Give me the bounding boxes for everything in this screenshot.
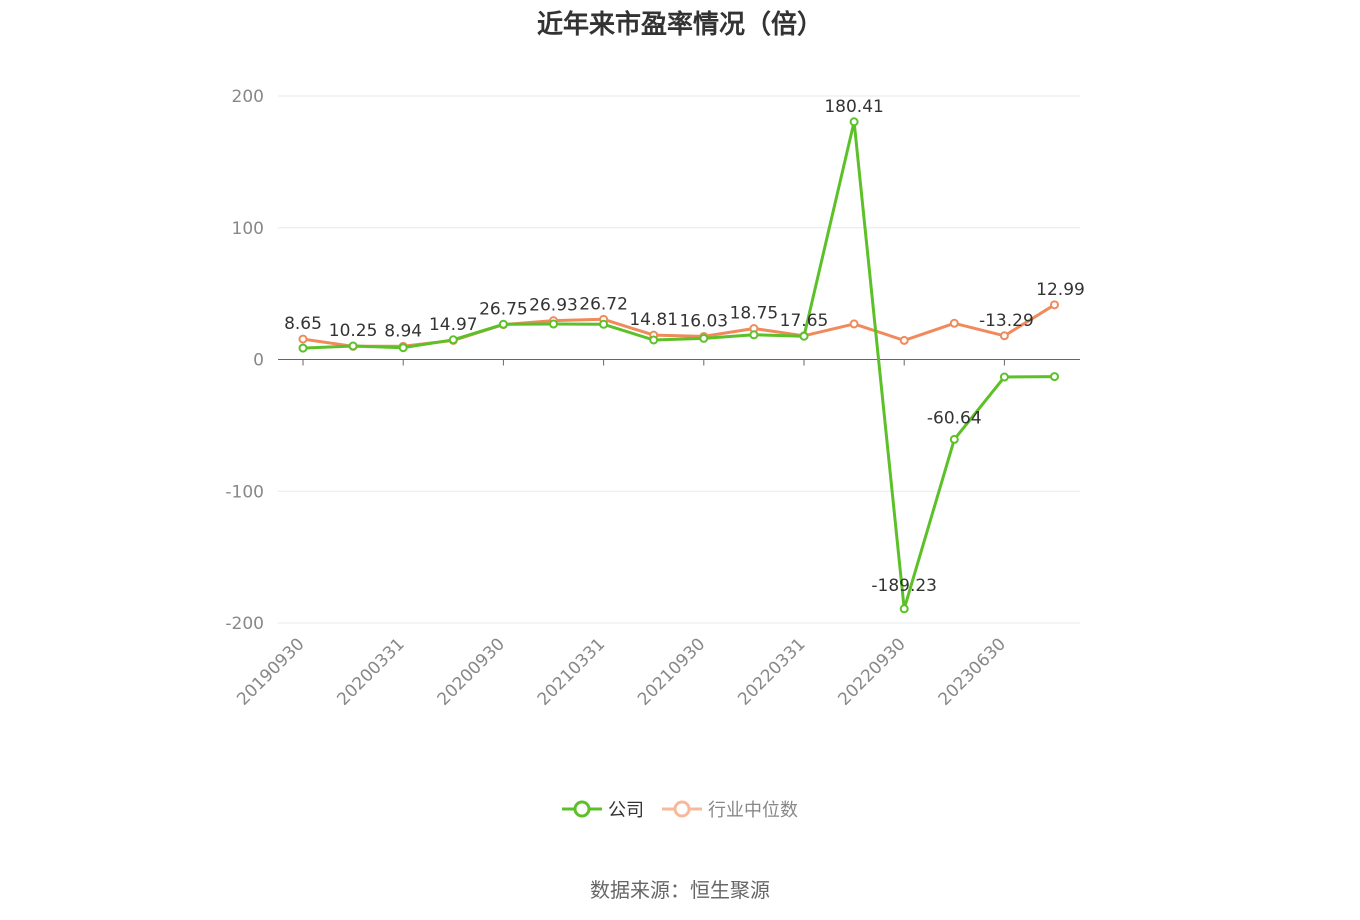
company-data-label: 12.99 [1036,280,1085,300]
grid-lines: 200 100 0 -100 -200 [225,87,1080,634]
company-data-label: 180.41 [824,97,883,117]
company-point [348,341,358,351]
company-point [398,343,408,353]
company-point [549,319,558,329]
company-point [949,434,959,444]
company-data-label: -60.64 [927,408,982,428]
industry-median-point [899,335,909,345]
company-data-label: 10.25 [329,321,378,341]
company-point [448,335,458,345]
x-tick-label: 20210930 [634,634,709,709]
company-data-label: 8.65 [284,314,322,334]
company-point [298,343,308,353]
company-data-label: 26.93 [529,296,578,316]
company-point [498,319,508,329]
industry-median-point [999,331,1009,341]
company-data-label: 17.65 [780,311,829,331]
company-point [849,117,859,127]
x-tick-label: 20210331 [534,634,609,709]
x-tick-label: 20220930 [834,634,909,709]
chart-title: 近年来市盈率情况（倍） [536,10,823,40]
series-line-company [302,120,1055,611]
x-tick-label: 20200930 [434,634,509,709]
company-data-label: 14.97 [429,315,478,335]
industry-median-point [298,334,308,344]
company-point [799,331,809,341]
company-point [649,335,659,345]
company-data-label: 18.75 [730,304,779,324]
y-tick-label: 0 [253,351,264,371]
x-tick-label: 20230630 [935,634,1010,709]
legend-item-company[interactable]: 公司 [562,796,644,822]
y-tick-label: 100 [232,219,264,239]
series-lines [298,117,1059,614]
company-point [899,604,909,614]
industry-median-point [1050,300,1059,310]
company-point [699,333,709,343]
data-source: 数据来源：恒生聚源 [590,878,770,902]
company-data-label: 26.75 [479,299,528,319]
company-point [1050,372,1059,382]
x-tick-label: 20200331 [333,634,408,709]
x-tick-label: 20220331 [734,634,809,709]
company-data-label: 16.03 [679,311,728,331]
company-point [749,330,759,340]
x-tick-label: 20190930 [233,634,308,709]
y-tick-label: -100 [225,482,264,502]
industry-median-point [849,319,859,329]
company-data-label: -13.29 [979,311,1034,331]
company-data-label: 26.72 [579,294,628,314]
legend-industry-line-icon [662,800,702,818]
legend-label-company: 公司 [608,800,644,821]
legend-label-industry-median: 行业中位数 [708,800,798,821]
y-tick-label: 200 [232,87,264,107]
company-point [999,372,1009,382]
company-point [599,319,609,329]
legend-company-line-icon [562,800,602,818]
legend-item-industry-median[interactable]: 行业中位数 [662,796,798,822]
company-data-label: 8.94 [384,321,422,341]
company-data-label: -189.23 [871,576,937,596]
industry-median-point [949,318,959,328]
y-tick-label: -200 [225,614,264,634]
company-data-label: 14.81 [629,310,678,330]
legend: 公司 行业中位数 [0,796,1360,822]
